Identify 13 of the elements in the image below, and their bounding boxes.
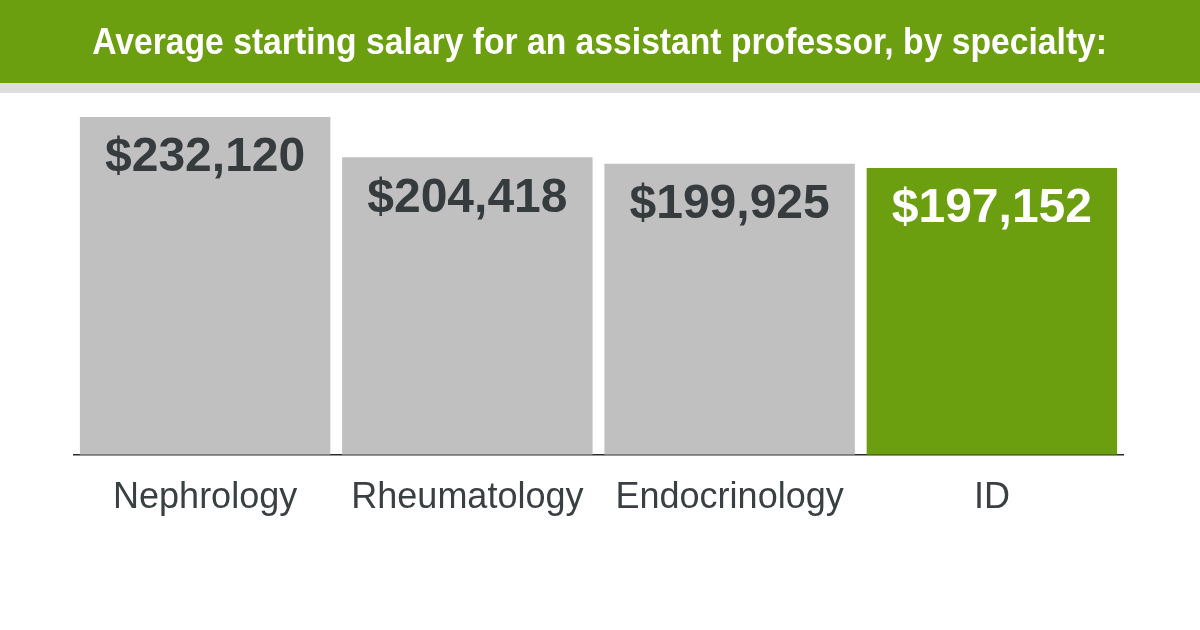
data-label: $197,152 (891, 179, 1092, 233)
bar (604, 163, 855, 455)
x-tick-label: Rheumatology (351, 475, 584, 517)
data-label: $232,120 (105, 128, 306, 182)
x-tick-label: Endocrinology (615, 475, 844, 517)
bar (866, 167, 1118, 455)
data-label: $204,418 (367, 168, 568, 222)
x-tick-label: ID (973, 475, 1010, 517)
chart-title: Average starting salary for an assistant professor, by specialty: (92, 20, 1108, 63)
x-tick-label: Nephrology (113, 475, 298, 517)
bar (79, 117, 331, 455)
data-label: $199,925 (629, 175, 830, 229)
bar (342, 157, 593, 455)
